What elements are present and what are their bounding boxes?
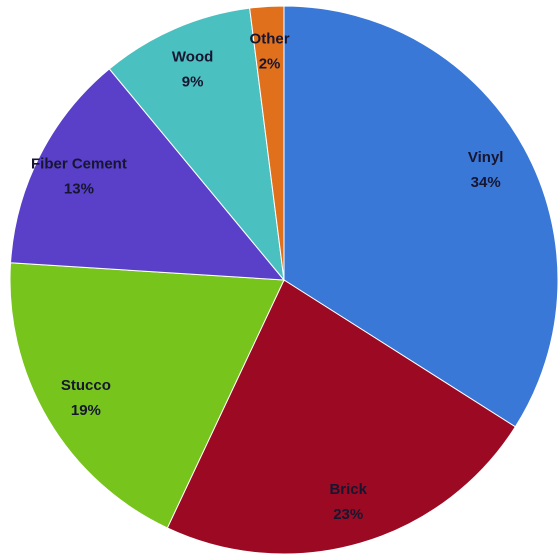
pie-slice: [283, 5, 559, 428]
slice-value-label: 23%: [333, 506, 363, 523]
slice-label: Vinyl: [468, 149, 504, 166]
slice-label: Other: [250, 30, 290, 47]
pie-slice: [166, 279, 517, 554]
slice-label: Wood: [172, 49, 213, 66]
slice-value-label: 2%: [259, 55, 281, 72]
pie-slice: [249, 5, 285, 281]
slice-label: Brick: [329, 481, 367, 498]
pie-slice: [108, 7, 285, 282]
slice-value-label: 9%: [182, 74, 204, 91]
pie-slice: [9, 262, 285, 529]
slice-label: Stucco: [61, 377, 111, 394]
slice-label: Fiber Cement: [31, 155, 127, 172]
pie-slice: [10, 68, 286, 281]
slice-value-label: 13%: [64, 180, 94, 197]
slice-value-label: 34%: [471, 174, 501, 191]
slice-value-label: 19%: [71, 402, 101, 419]
